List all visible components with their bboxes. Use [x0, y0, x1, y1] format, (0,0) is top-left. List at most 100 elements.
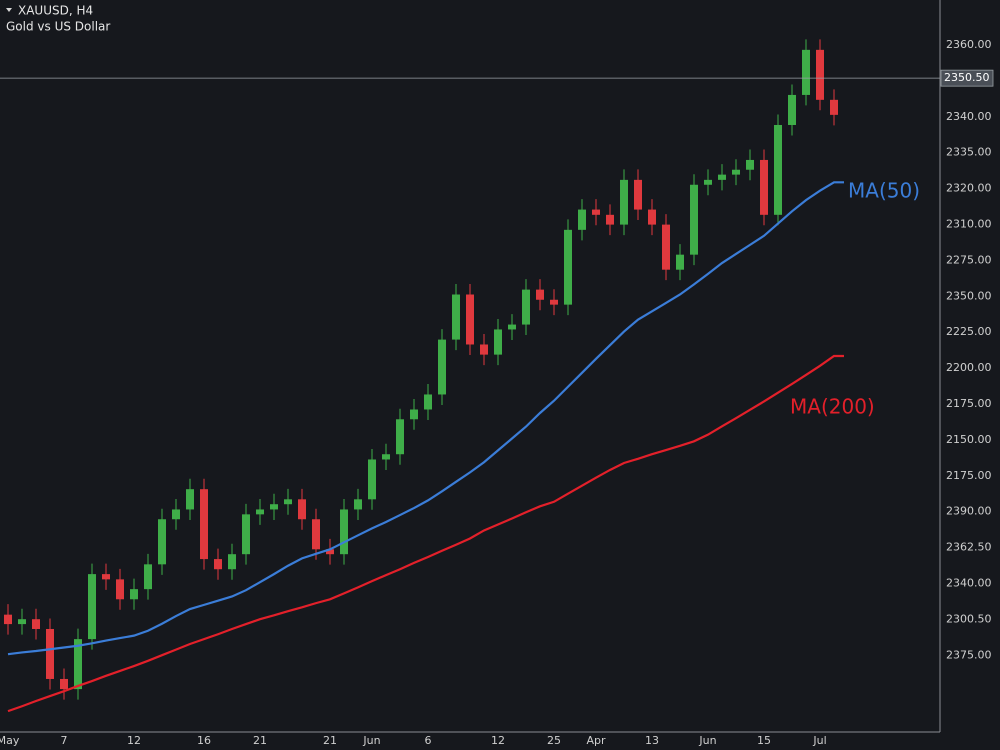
candle-body	[452, 294, 460, 340]
y-tick-label: 2375.00	[946, 648, 992, 661]
y-tick-label: 2150.00	[946, 433, 992, 446]
candle-body	[564, 229, 572, 305]
candle-body	[606, 214, 614, 225]
x-tick-label: May	[0, 734, 20, 747]
candle-body	[508, 324, 516, 330]
candle-body	[88, 574, 96, 640]
candle-body	[326, 549, 334, 555]
candle-body	[424, 394, 432, 410]
ma-line	[7, 181, 844, 656]
x-tick-label: 16	[197, 734, 211, 747]
candle-body	[172, 509, 180, 520]
candle-body	[662, 224, 670, 270]
candle-body	[144, 564, 152, 590]
y-tick-label: 2225.00	[946, 325, 992, 338]
candle-body	[130, 589, 138, 600]
ma-line	[7, 354, 844, 713]
candle-body	[102, 574, 110, 580]
candle-body	[438, 339, 446, 395]
y-tick-label: 2340.00	[946, 577, 992, 590]
y-tick-label: 2360.00	[946, 38, 992, 51]
candle-body	[620, 179, 628, 225]
candle-body	[74, 639, 82, 690]
candle-body	[46, 628, 54, 679]
candle-body	[802, 49, 810, 95]
last-price-label: 2350.50	[944, 71, 990, 84]
candle-body	[536, 289, 544, 300]
candle-body	[270, 504, 278, 510]
x-tick-label: 21	[253, 734, 267, 747]
candle-body	[816, 49, 824, 100]
candle-body	[704, 179, 712, 185]
y-tick-label: 2320.00	[946, 182, 992, 195]
candle-body	[186, 489, 194, 510]
candle-body	[634, 179, 642, 210]
candle-body	[494, 329, 502, 355]
dropdown-icon[interactable]	[6, 8, 12, 12]
candle-body	[676, 254, 684, 270]
candle-body	[4, 614, 12, 625]
candle-body	[354, 499, 362, 510]
y-tick-label: 2200.00	[946, 361, 992, 374]
candle-body	[522, 289, 530, 325]
candle-body	[690, 184, 698, 255]
candle-body	[732, 169, 740, 175]
ma-label: MA(50)	[848, 179, 920, 203]
candle-body	[466, 294, 474, 345]
candle-body	[480, 344, 488, 355]
x-tick-label: Jun	[362, 734, 380, 747]
candle-body	[382, 454, 390, 460]
candle-body	[410, 409, 418, 420]
candle-body	[284, 499, 292, 505]
candle-body	[788, 94, 796, 125]
candle-body	[200, 489, 208, 560]
y-tick-label: 2175.00	[946, 397, 992, 410]
x-tick-label: Jun	[698, 734, 716, 747]
x-tick-label: 15	[757, 734, 771, 747]
chart-title: XAUUSD, H4	[18, 4, 93, 18]
candle-body	[760, 159, 768, 215]
x-tick-label: 12	[127, 734, 141, 747]
x-tick-label: 6	[425, 734, 432, 747]
candle-body	[578, 209, 586, 230]
candle-body	[648, 209, 656, 225]
candle-body	[256, 509, 264, 515]
candle-body	[830, 99, 838, 115]
chart-subtitle: Gold vs US Dollar	[6, 20, 110, 34]
candle-body	[746, 159, 754, 170]
candle-body	[116, 579, 124, 600]
x-tick-label: 25	[547, 734, 561, 747]
candle-body	[32, 619, 40, 629]
y-tick-label: 2335.00	[946, 146, 992, 159]
candle-body	[340, 509, 348, 555]
ma-label: MA(200)	[790, 395, 875, 419]
candle-body	[592, 209, 600, 215]
candle-body	[242, 514, 250, 555]
candle-body	[718, 174, 726, 180]
y-tick-label: 2275.00	[946, 253, 992, 266]
x-tick-label: 12	[491, 734, 505, 747]
candle-body	[228, 554, 236, 570]
y-tick-label: 2175.00	[946, 469, 992, 482]
y-tick-label: 2300.50	[946, 612, 992, 625]
candle-body	[396, 419, 404, 455]
candle-body	[368, 459, 376, 500]
candle-body	[298, 499, 306, 520]
candle-body	[18, 619, 26, 625]
y-tick-label: 2350.00	[946, 289, 992, 302]
x-tick-label: 7	[61, 734, 68, 747]
candle-body	[60, 678, 68, 690]
x-tick-label: Jul	[812, 734, 826, 747]
candle-body	[158, 519, 166, 565]
candle-body	[312, 519, 320, 550]
y-tick-label: 2362.50	[946, 541, 992, 554]
candle-body	[214, 559, 222, 570]
x-tick-label: Apr	[586, 734, 606, 747]
candle-body	[774, 124, 782, 215]
last-price-box	[940, 69, 994, 87]
x-tick-label: 13	[645, 734, 659, 747]
y-tick-label: 2310.00	[946, 218, 992, 231]
y-tick-label: 2390.00	[946, 505, 992, 518]
